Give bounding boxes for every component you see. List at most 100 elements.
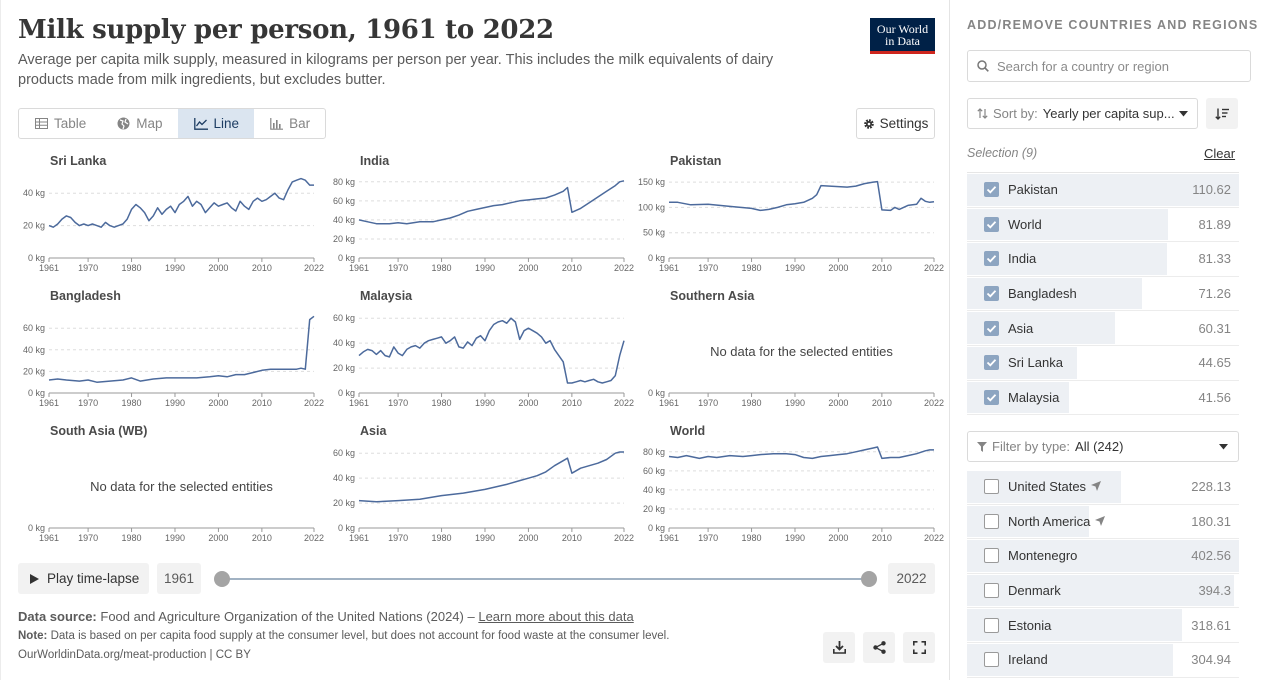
y-tick-label: 150 kg [638, 177, 665, 187]
x-tick-label: 1970 [698, 533, 718, 543]
panel-title: Pakistan [670, 154, 721, 168]
x-tick-label: 1961 [659, 533, 679, 543]
entity-checkbox[interactable] [984, 251, 999, 267]
timeline-start-handle[interactable] [214, 571, 230, 587]
timeline-end-handle[interactable] [861, 571, 877, 587]
share-button[interactable] [863, 632, 895, 663]
entity-row[interactable]: World 81.89 [967, 208, 1239, 243]
x-tick-label: 1970 [388, 263, 408, 273]
entity-name: World [1008, 217, 1042, 232]
entity-checkbox[interactable] [984, 320, 999, 336]
check-icon [986, 221, 997, 229]
x-tick-label: 1980 [742, 533, 762, 543]
series-line [48, 177, 314, 228]
entity-row[interactable]: Montenegro 402.56 [967, 539, 1239, 574]
timeline-slider-track[interactable] [222, 578, 869, 580]
entity-row[interactable]: Pakistan 110.62 [967, 173, 1239, 208]
download-button[interactable] [823, 632, 855, 663]
value-bar [967, 174, 1239, 206]
entity-checkbox[interactable] [984, 389, 999, 405]
x-tick-label: 1990 [165, 533, 185, 543]
value-bar [967, 574, 1234, 607]
check-icon [986, 255, 997, 264]
entity-row[interactable]: Malaysia 41.56 [967, 381, 1239, 415]
tab-table[interactable]: Table [19, 109, 101, 138]
entity-name: Montenegro [1008, 548, 1077, 563]
search-box[interactable] [967, 50, 1251, 82]
entity-name-text: Estonia [1008, 617, 1052, 633]
entity-row[interactable]: United States 228.13 [967, 470, 1239, 505]
x-tick-label: 2010 [872, 533, 892, 543]
series-line [358, 317, 625, 384]
entity-row[interactable]: North America 180.31 [967, 505, 1239, 540]
play-timelapse-button[interactable]: Play time-lapse [18, 563, 149, 594]
entity-checkbox[interactable] [984, 355, 999, 371]
entity-checkbox[interactable] [984, 583, 999, 599]
value-bar [967, 243, 1167, 275]
entity-row[interactable]: Bangladesh 71.26 [967, 277, 1239, 312]
entity-row[interactable]: Asia 60.31 [967, 311, 1239, 346]
clear-selection-link[interactable]: Clear [1204, 146, 1236, 161]
x-tick-label: 2000 [828, 263, 848, 273]
tab-label: Map [136, 116, 163, 131]
entity-checkbox[interactable] [984, 286, 999, 302]
share-icon [872, 641, 886, 654]
entity-row[interactable]: Ireland 304.94 [967, 643, 1239, 678]
entity-value: 60.31 [1198, 320, 1231, 336]
x-tick-label: 1990 [785, 398, 805, 408]
settings-button[interactable]: Settings [856, 108, 935, 139]
y-tick-label: 0 kg [28, 523, 45, 533]
check-icon [986, 290, 997, 298]
owid-logo[interactable]: Our World in Data [870, 18, 935, 54]
sort-label: Sort by: [993, 106, 1038, 121]
download-icon [832, 641, 846, 654]
tab-map[interactable]: Map [101, 109, 177, 138]
entity-row[interactable]: India 81.33 [967, 242, 1239, 277]
x-tick-label: 2000 [518, 263, 538, 273]
credit-line[interactable]: OurWorldinData.org/meat-production | CC … [18, 649, 251, 661]
x-tick-label: 1970 [78, 533, 98, 543]
entity-checkbox[interactable] [984, 216, 999, 232]
filter-dropdown[interactable]: Filter by type: All (242) [967, 431, 1239, 462]
chevron-down-icon [1219, 444, 1228, 450]
entity-checkbox[interactable] [984, 548, 999, 564]
tab-bar[interactable]: Bar [254, 109, 325, 138]
sort-dropdown[interactable]: Sort by: Yearly per capita sup... [967, 98, 1198, 129]
x-tick-label: 2022 [924, 398, 944, 408]
sort-order-button[interactable] [1206, 98, 1238, 129]
x-tick-label: 2022 [924, 533, 944, 543]
x-tick-label: 2022 [614, 533, 634, 543]
entity-checkbox[interactable] [984, 479, 999, 495]
x-tick-label: 2010 [252, 398, 272, 408]
y-tick-label: 60 kg [333, 313, 355, 323]
entity-name: United States [1008, 479, 1102, 494]
tab-line[interactable]: Line [177, 109, 255, 138]
x-tick-label: 2010 [562, 263, 582, 273]
panel-title: South Asia (WB) [50, 424, 147, 438]
entity-checkbox[interactable] [984, 617, 999, 633]
y-tick-label: 40 kg [333, 215, 355, 225]
entity-row[interactable]: Denmark 394.3 [967, 574, 1239, 609]
learn-more-link[interactable]: Learn more about this data [478, 609, 634, 624]
entity-row[interactable]: Estonia 318.61 [967, 608, 1239, 643]
chart-panel: World 0 kg 20 kg 40 kg 60 kg 80 kg 1961 1970 198… [643, 424, 944, 543]
panel-title: Southern Asia [670, 289, 755, 303]
source-text: Food and Agriculture Organization of the… [100, 609, 475, 624]
play-label: Play time-lapse [47, 571, 140, 586]
x-tick-label: 1990 [475, 533, 495, 543]
entity-checkbox[interactable] [984, 182, 999, 198]
x-tick-label: 2010 [252, 263, 272, 273]
y-tick-label: 0 kg [28, 388, 45, 398]
entity-checkbox[interactable] [984, 652, 999, 668]
entity-checkbox[interactable] [984, 513, 999, 529]
entity-row[interactable]: Sri Lanka 44.65 [967, 346, 1239, 381]
search-input[interactable] [997, 58, 1237, 74]
y-tick-label: 80 kg [333, 177, 355, 187]
fullscreen-button[interactable] [903, 632, 935, 663]
x-tick-label: 1961 [659, 263, 679, 273]
entity-name-text: Pakistan [1008, 182, 1058, 198]
x-tick-label: 1990 [785, 533, 805, 543]
series-line [669, 180, 935, 212]
x-tick-label: 1980 [742, 263, 762, 273]
